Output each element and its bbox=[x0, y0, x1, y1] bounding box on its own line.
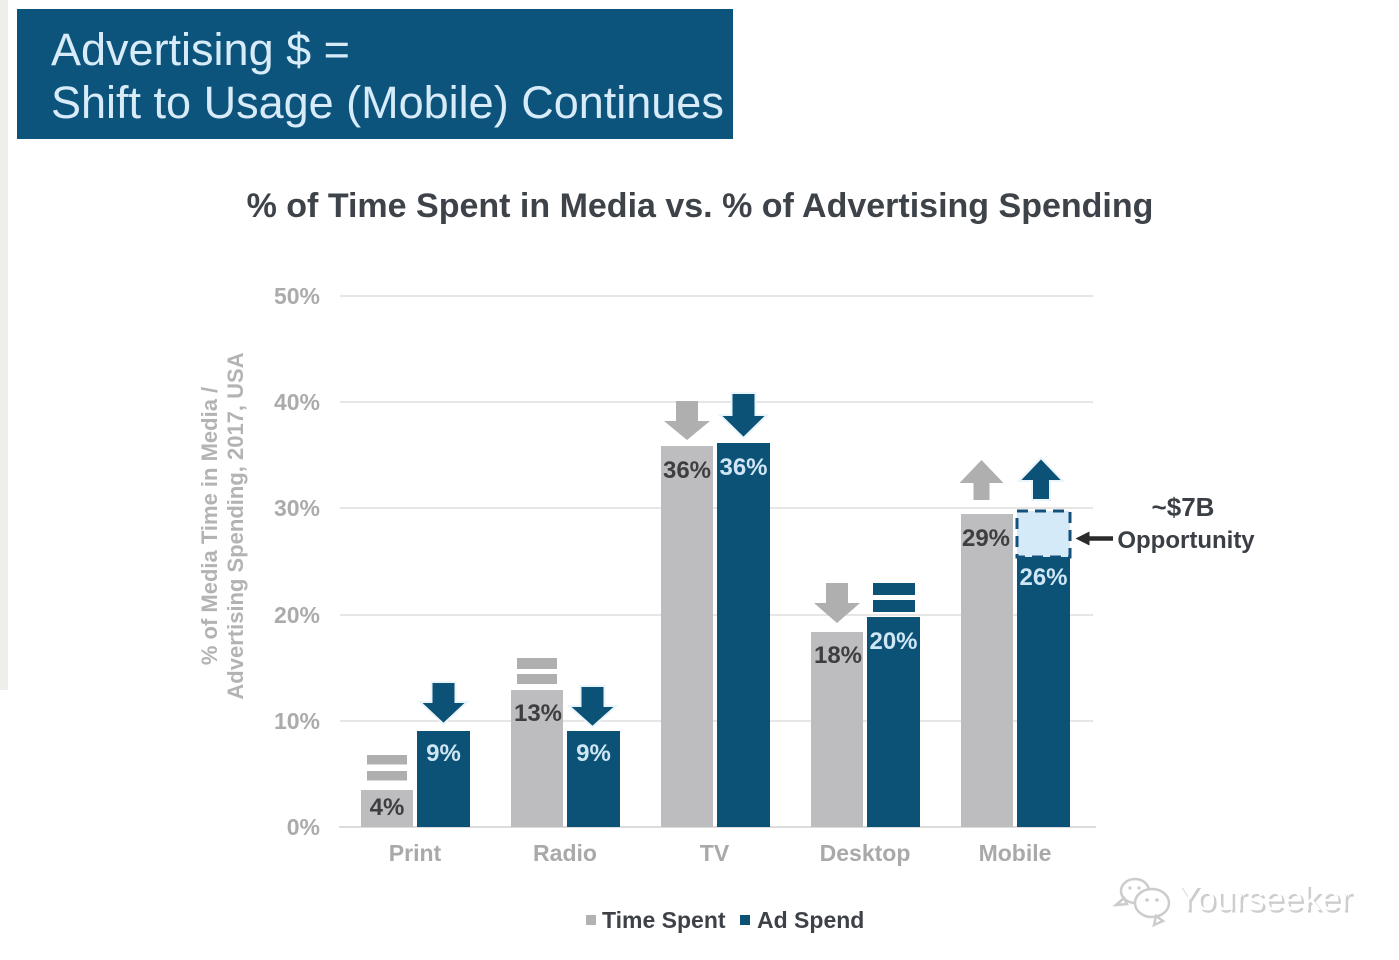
svg-text:TV: TV bbox=[700, 840, 730, 866]
svg-text:Print: Print bbox=[389, 840, 442, 866]
svg-text:9%: 9% bbox=[576, 740, 611, 767]
svg-text:Mobile: Mobile bbox=[979, 840, 1052, 866]
svg-text:20%: 20% bbox=[274, 602, 320, 628]
svg-text:Radio: Radio bbox=[533, 840, 597, 866]
svg-text:~$7B: ~$7B bbox=[1152, 492, 1215, 522]
svg-text:18%: 18% bbox=[814, 642, 862, 669]
svg-text:36%: 36% bbox=[719, 454, 767, 481]
svg-text:40%: 40% bbox=[274, 389, 320, 415]
svg-text:20%: 20% bbox=[869, 628, 917, 655]
svg-text:Yourseeker: Yourseeker bbox=[1179, 882, 1355, 921]
svg-text:13%: 13% bbox=[514, 700, 562, 727]
svg-text:Advertising Spending, 2017, US: Advertising Spending, 2017, USA bbox=[223, 352, 248, 699]
svg-text:Desktop: Desktop bbox=[820, 840, 911, 866]
svg-text:4%: 4% bbox=[370, 794, 405, 821]
svg-text:30%: 30% bbox=[274, 495, 320, 521]
svg-text:9%: 9% bbox=[426, 740, 461, 767]
svg-text:36%: 36% bbox=[663, 457, 711, 484]
svg-text:Time Spent: Time Spent bbox=[602, 907, 726, 933]
svg-text:0%: 0% bbox=[287, 814, 320, 840]
svg-text:50%: 50% bbox=[274, 283, 320, 309]
svg-text:% of Media Time in Media /: % of Media Time in Media / bbox=[197, 387, 222, 665]
svg-text:Yourseeker: Yourseeker bbox=[1176, 879, 1352, 918]
svg-text:Opportunity: Opportunity bbox=[1117, 527, 1255, 554]
svg-text:26%: 26% bbox=[1019, 564, 1067, 591]
svg-text:% of Time Spent in Media vs. %: % of Time Spent in Media vs. % of Advert… bbox=[247, 187, 1154, 225]
svg-text:Ad Spend: Ad Spend bbox=[757, 907, 864, 933]
svg-text:10%: 10% bbox=[274, 708, 320, 734]
svg-text:29%: 29% bbox=[962, 525, 1010, 552]
